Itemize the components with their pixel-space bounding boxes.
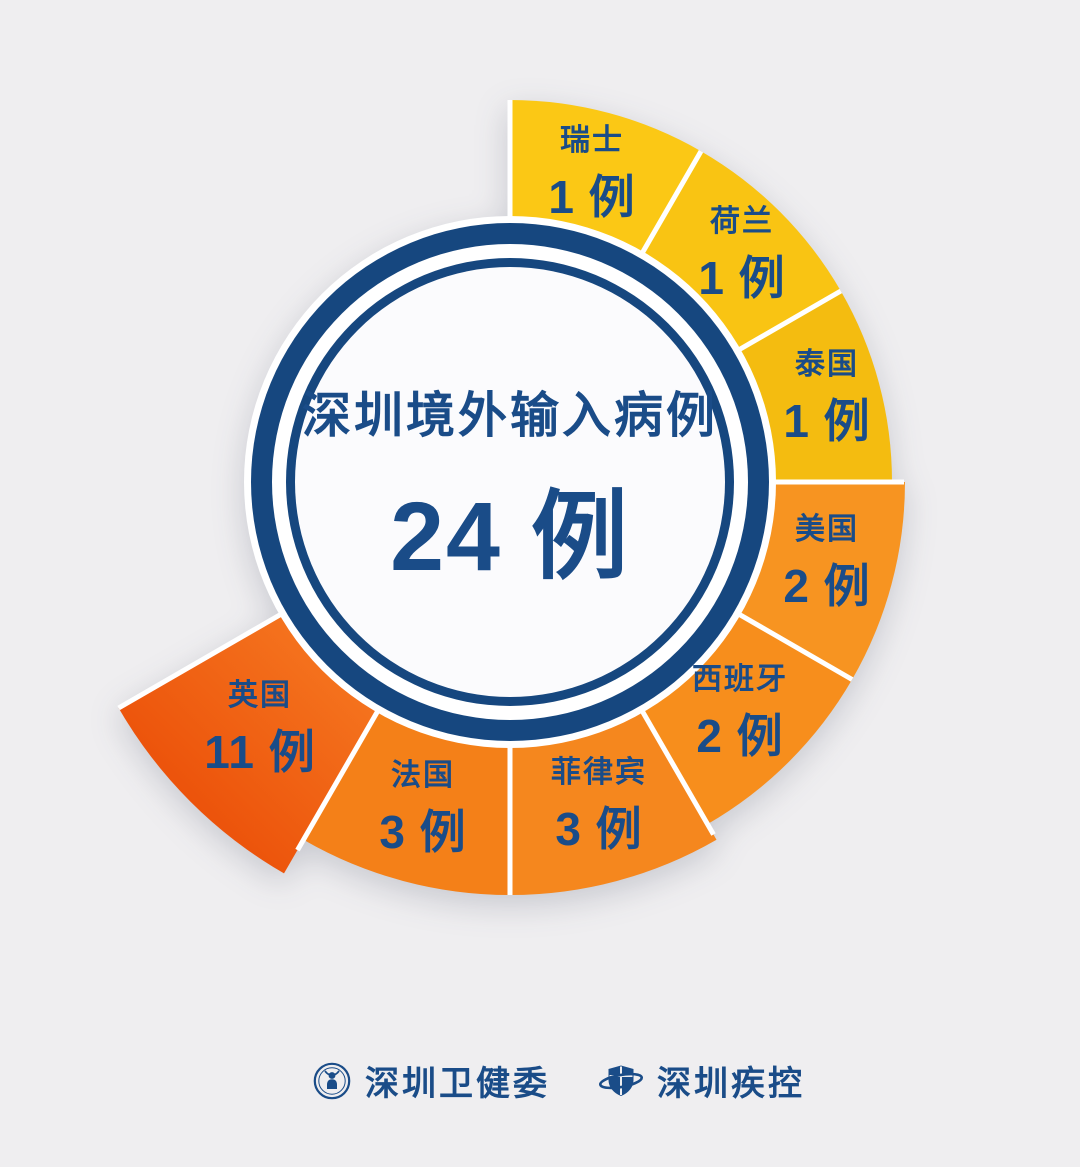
footer-org-cdc: 深圳疾控 (598, 1056, 805, 1105)
footer-org1-label: 深圳卫健委 (365, 1065, 550, 1103)
health-commission-seal-icon (313, 1062, 351, 1099)
cdc-shield-globe-icon (598, 1065, 644, 1096)
center-ring (244, 216, 776, 748)
ring-inner-face (295, 267, 725, 697)
footer-org-health-commission: 深圳卫健委 (312, 1056, 550, 1105)
footer-org2-label: 深圳疾控 (657, 1065, 805, 1103)
